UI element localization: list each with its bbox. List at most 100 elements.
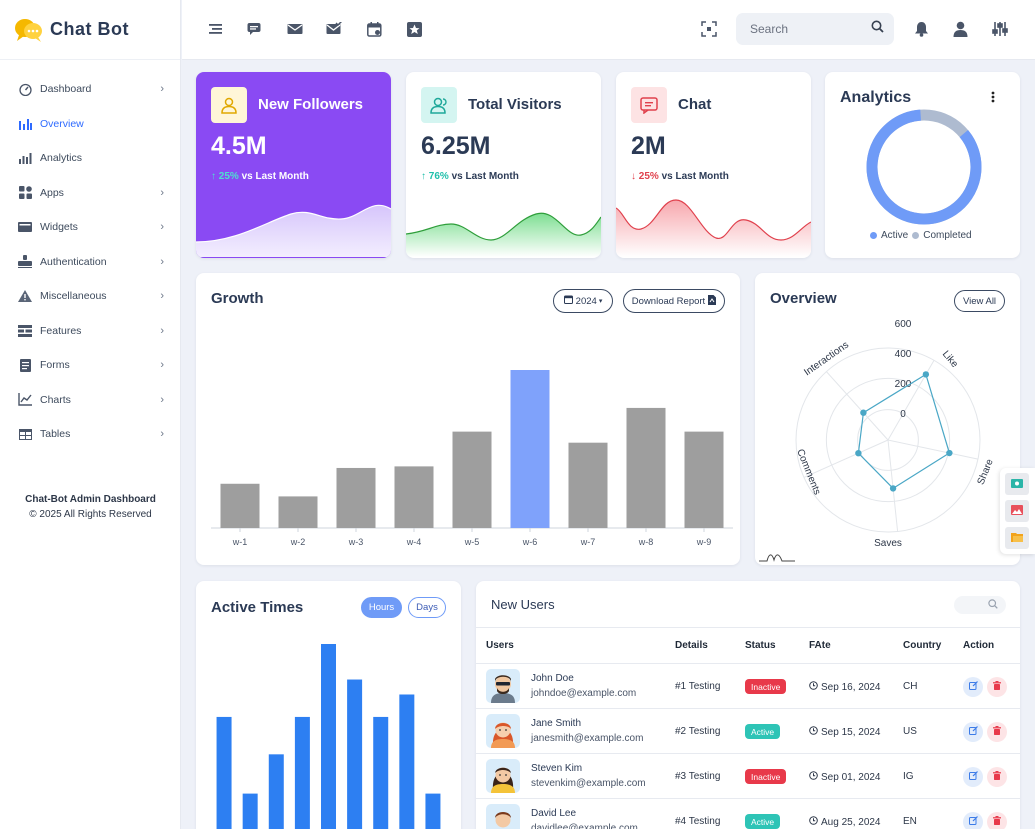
delete-button[interactable] bbox=[987, 722, 1007, 742]
active-times-title: Active Times bbox=[211, 599, 304, 616]
star-icon[interactable] bbox=[406, 21, 422, 37]
table-search-box[interactable] bbox=[954, 596, 1006, 614]
sidebar-item-miscellaneous[interactable]: Miscellaneous › bbox=[0, 279, 180, 314]
search-icon bbox=[988, 596, 998, 614]
radar-tick-label: 600 bbox=[895, 319, 912, 330]
radar-tick-label: 0 bbox=[900, 409, 906, 420]
edit-button[interactable] bbox=[963, 812, 983, 829]
charts-icon bbox=[18, 393, 32, 407]
bell-icon[interactable] bbox=[913, 21, 929, 37]
stat-title: Chat bbox=[678, 96, 712, 113]
chat-icon[interactable] bbox=[247, 21, 263, 37]
sidebar-item-forms[interactable]: Forms › bbox=[0, 348, 180, 383]
wave-line bbox=[406, 212, 601, 241]
warning-triangle-icon bbox=[18, 289, 32, 303]
table-row: David Lee davidlee@example.com #4 Testing A… bbox=[476, 799, 1020, 829]
active-times-bar-1 bbox=[216, 716, 232, 829]
sidebar: Chat Bot Dashboard › Overview Analytics Apps… bbox=[0, 0, 181, 829]
sidebar-item-authentication[interactable]: Authentication › bbox=[0, 245, 180, 280]
growth-card: Growth 2024 ▾ Download Report w-1 w-2 w-3 w… bbox=[196, 273, 740, 565]
trash-icon bbox=[993, 726, 1001, 738]
edit-icon bbox=[968, 726, 978, 738]
radar-tick-label: 200 bbox=[895, 379, 912, 390]
fullscreen-icon[interactable] bbox=[701, 21, 717, 37]
sidebar-item-label: Overview bbox=[40, 117, 84, 130]
message-icon bbox=[631, 87, 667, 123]
col-action: Action bbox=[963, 640, 995, 651]
settings-sliders-icon[interactable] bbox=[992, 21, 1008, 37]
radar-point-comments bbox=[855, 449, 862, 457]
user-date-text: Sep 15, 2024 bbox=[821, 726, 881, 738]
user-country: EN bbox=[903, 816, 917, 827]
search-icon[interactable] bbox=[871, 20, 884, 38]
new-users-title: New Users bbox=[491, 597, 555, 612]
mail-icon[interactable] bbox=[287, 21, 303, 37]
active-times-bar-4 bbox=[294, 716, 310, 829]
stat-wave-chart bbox=[196, 204, 391, 257]
edit-button[interactable] bbox=[963, 767, 983, 787]
x-tick-label: w-6 bbox=[522, 537, 538, 547]
table-row: John Doe johndoe@example.com #1 Testing Ina… bbox=[476, 664, 1020, 709]
table-icon bbox=[18, 427, 32, 441]
edit-icon bbox=[968, 681, 978, 693]
delete-button[interactable] bbox=[987, 767, 1007, 787]
radar-point-like bbox=[922, 371, 930, 378]
download-report-button[interactable]: Download Report bbox=[623, 289, 725, 313]
edit-button[interactable] bbox=[963, 677, 983, 697]
search-input[interactable] bbox=[750, 22, 871, 36]
edit-button[interactable] bbox=[963, 722, 983, 742]
features-icon bbox=[18, 324, 32, 338]
status-badge: Active bbox=[745, 724, 781, 739]
sidebar-item-label: Tables bbox=[40, 428, 71, 441]
avatar bbox=[486, 714, 520, 748]
status-badge: Active bbox=[745, 814, 781, 829]
user-profile-icon[interactable] bbox=[952, 21, 968, 37]
status-badge: Inactive bbox=[745, 679, 787, 694]
sidebar-item-analytics[interactable]: Analytics bbox=[0, 141, 180, 176]
hours-label: Hours bbox=[368, 602, 395, 613]
folder-icon bbox=[1011, 529, 1023, 547]
forms-icon bbox=[18, 358, 32, 372]
delete-button[interactable] bbox=[987, 812, 1007, 829]
sidebar-item-features[interactable]: Features › bbox=[0, 314, 180, 349]
analytics-card: Analytics Active Completed bbox=[825, 72, 1020, 258]
growth-bar-w-3 bbox=[336, 467, 376, 528]
radar-spoke bbox=[826, 371, 889, 441]
sidebar-item-widgets[interactable]: Widgets › bbox=[0, 210, 180, 245]
user-country: US bbox=[903, 726, 917, 737]
camera-tool-button[interactable] bbox=[1005, 473, 1029, 495]
hours-toggle-button[interactable]: Hours bbox=[361, 597, 402, 618]
stat-delta-suffix: vs Last Month bbox=[661, 171, 729, 182]
status-badge: Inactive bbox=[745, 769, 787, 784]
sidebar-item-charts[interactable]: Charts › bbox=[0, 383, 180, 418]
mail-check-icon[interactable] bbox=[326, 21, 342, 37]
year-select-button[interactable]: 2024 ▾ bbox=[553, 289, 613, 313]
sidebar-item-apps[interactable]: Apps › bbox=[0, 176, 180, 211]
sidebar-item-dashboard[interactable]: Dashboard › bbox=[0, 72, 180, 107]
stat-delta: ↑ 76% vs Last Month bbox=[421, 171, 519, 182]
calendar-icon[interactable] bbox=[366, 21, 382, 37]
radar-series-line bbox=[857, 373, 951, 490]
radar-axis-label: Comments bbox=[794, 448, 822, 497]
delete-button[interactable] bbox=[987, 677, 1007, 697]
logo[interactable]: Chat Bot bbox=[0, 0, 180, 60]
user-email: janesmith@example.com bbox=[531, 733, 644, 744]
sidebar-item-label: Features bbox=[40, 324, 82, 337]
days-toggle-button[interactable]: Days bbox=[408, 597, 446, 618]
avatar bbox=[486, 804, 520, 829]
sidebar-item-tables[interactable]: Tables › bbox=[0, 417, 180, 452]
user-country: CH bbox=[903, 681, 918, 692]
sidebar-item-overview[interactable]: Overview bbox=[0, 107, 180, 142]
col-details: Details bbox=[675, 640, 708, 651]
legend-completed-label: Completed bbox=[923, 230, 972, 241]
image-tool-button[interactable] bbox=[1005, 500, 1029, 522]
more-vertical-icon[interactable] bbox=[991, 90, 995, 108]
overview-title: Overview bbox=[770, 290, 837, 307]
view-all-button[interactable]: View All bbox=[954, 290, 1005, 312]
user-country: IG bbox=[903, 771, 914, 782]
menu-toggle-icon[interactable] bbox=[208, 21, 224, 37]
search-box bbox=[736, 13, 894, 45]
footer-copyright: © 2025 All Rights Reserved bbox=[29, 509, 152, 520]
growth-bar-w-4 bbox=[394, 466, 434, 528]
folder-tool-button[interactable] bbox=[1005, 527, 1029, 549]
